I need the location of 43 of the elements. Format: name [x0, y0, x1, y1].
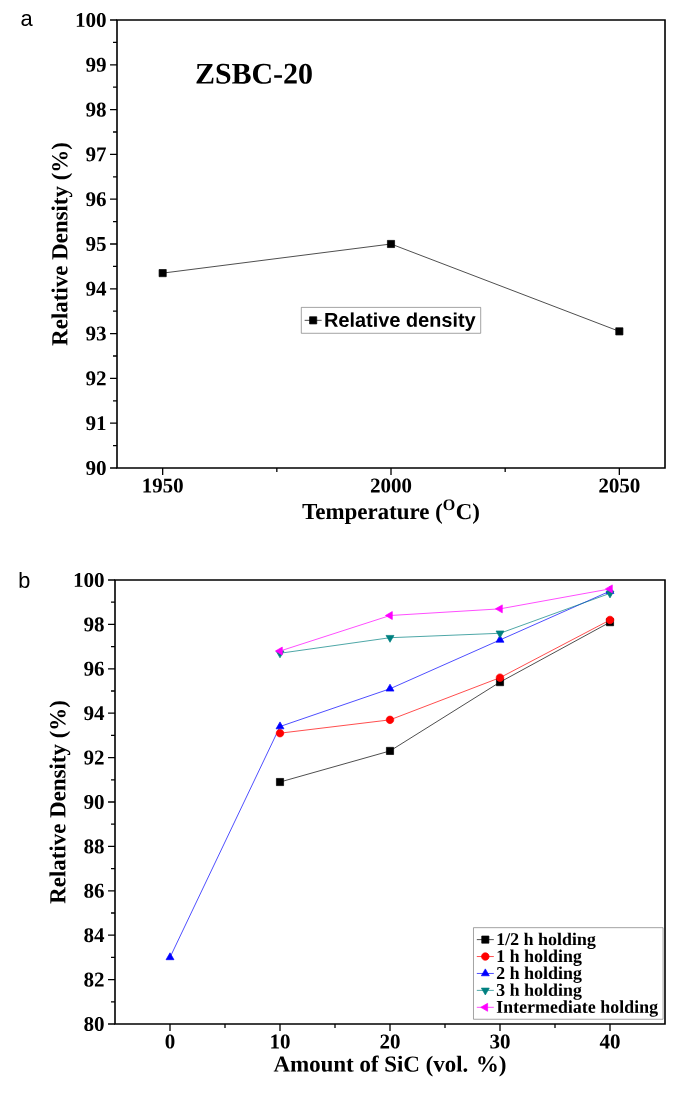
x-tick-label: 30	[490, 1034, 510, 1049]
legend-label: 1/2 h holding	[497, 932, 596, 950]
x-tick-label: 2000	[370, 478, 412, 493]
legend-label: Relative density	[325, 312, 476, 331]
x-tick-label: 10	[271, 1034, 290, 1049]
legend-label: 3 h holding	[496, 983, 582, 1000]
y-tick-label: 86	[84, 883, 104, 898]
y-tick-label: 90	[84, 794, 104, 810]
text: b	[19, 571, 30, 589]
y-tick-label: 94	[86, 281, 107, 296]
legend-label: 2 h holding	[496, 966, 582, 983]
text: a	[21, 13, 33, 26]
y-tick-label: 100	[74, 572, 104, 588]
x-tick-label: 2050	[599, 478, 640, 493]
y-tick-label: 97	[86, 147, 106, 162]
y-tick-label: 84	[84, 928, 105, 943]
y-tick-label: 91	[86, 416, 106, 431]
y-axis-title: Relative Density (%)	[51, 143, 73, 346]
x-tick-label: 1950	[143, 478, 183, 493]
y-tick-label: 88	[84, 839, 104, 854]
x-axis-title: Temperature ($^{O}$C)	[302, 499, 479, 524]
y-tick-label: 80	[84, 1016, 104, 1032]
x-axis-title: Amount of SiC (vol. %)	[273, 1055, 506, 1077]
x-tick-label: 40	[599, 1034, 620, 1049]
legend-label: 1 h holding	[497, 949, 582, 966]
y-axis-title: Relative Density (%)	[49, 701, 71, 904]
y-tick-label: 98	[84, 617, 104, 632]
y-tick-label: 98	[86, 102, 106, 117]
y-tick-label: 92	[86, 371, 106, 386]
y-tick-label: 90	[86, 460, 106, 476]
legend-label: Intermediate holding	[496, 1000, 658, 1017]
y-tick-label: 100	[76, 12, 106, 28]
y-tick-label: 96	[84, 661, 104, 676]
y-tick-label: 94	[84, 706, 105, 721]
y-tick-label: 82	[84, 972, 104, 987]
y-tick-label: 95	[86, 236, 106, 252]
y-tick-label: 96	[86, 192, 106, 207]
y-tick-label: 93	[86, 326, 106, 341]
x-tick-label: 0	[165, 1034, 175, 1049]
y-tick-label: 92	[84, 750, 104, 765]
annotation: ZSBC-20	[196, 63, 312, 84]
y-tick-label: 99	[86, 57, 106, 72]
x-tick-label: 20	[380, 1034, 400, 1049]
